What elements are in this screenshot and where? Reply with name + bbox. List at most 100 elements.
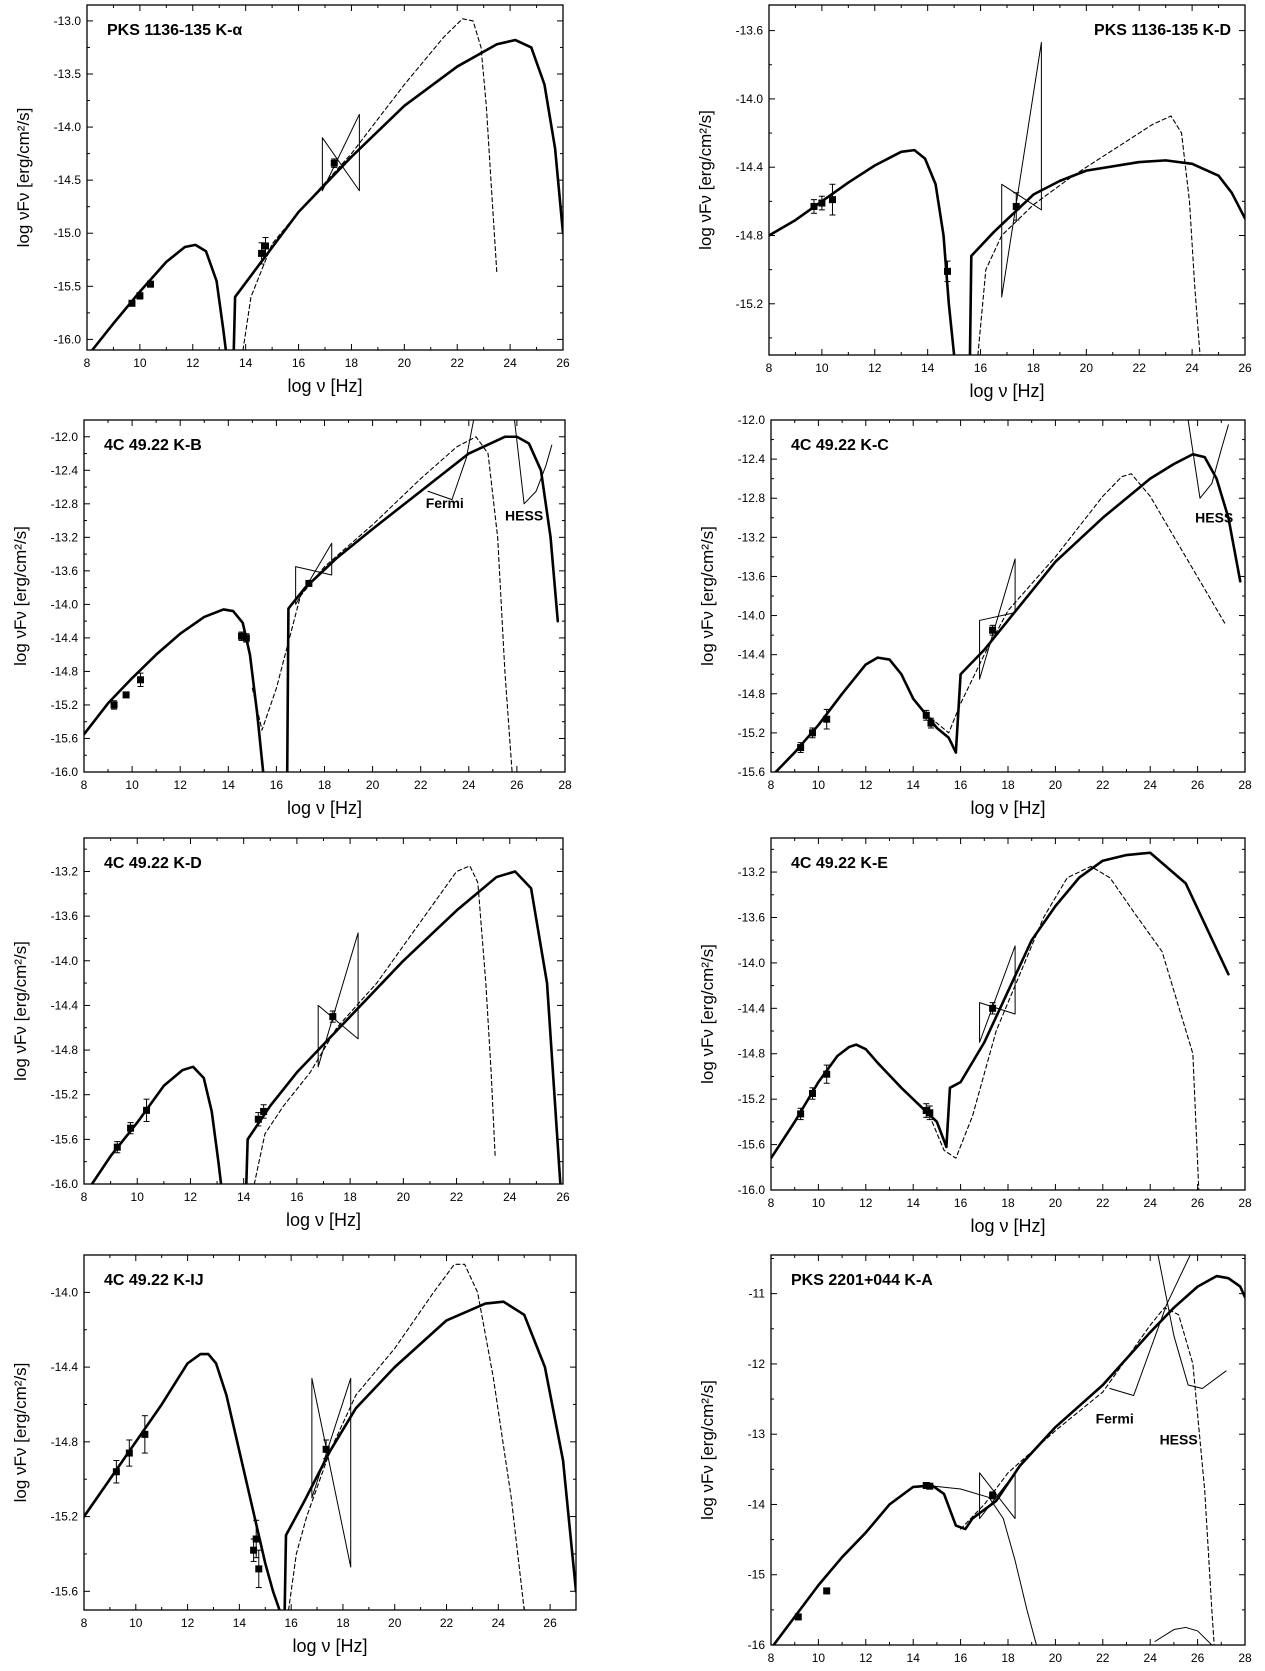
xray-bowtie — [979, 558, 1016, 680]
chart-title: 4C 49.22 K-E — [791, 855, 888, 872]
plot-frame — [770, 1254, 1246, 1646]
y-tick-label: -13.6 — [738, 569, 766, 583]
y-tick-label: -16.0 — [738, 1183, 766, 1197]
x-tick-label: 28 — [1238, 778, 1252, 792]
annotation-label: Fermi — [1096, 1411, 1134, 1427]
xray-bowtie — [321, 113, 360, 192]
annotation-label: HESS — [505, 508, 543, 524]
data-point — [125, 1449, 133, 1457]
data-point — [927, 719, 935, 727]
plot-frame — [83, 837, 564, 1185]
y-tick-label: -16.0 — [51, 1177, 79, 1191]
x-tick-label: 22 — [1096, 1651, 1110, 1665]
data-point — [112, 1468, 120, 1476]
y-tick-label: -14.0 — [51, 1285, 79, 1299]
x-tick-label: 18 — [1001, 778, 1015, 792]
x-tick-label: 24 — [462, 778, 476, 792]
y-tick-label: -15.2 — [738, 1092, 766, 1106]
x-tick-label: 18 — [318, 778, 332, 792]
model-curve-dashed — [977, 115, 1201, 355]
x-tick-label: 18 — [345, 356, 359, 370]
y-tick-label: -15.0 — [54, 226, 82, 240]
x-tick-label: 28 — [1238, 1651, 1252, 1665]
data-point — [808, 1089, 816, 1097]
y-tick-label: -14.4 — [736, 160, 764, 174]
instrument-sensitivity-line — [513, 420, 553, 505]
data-point — [1012, 202, 1020, 210]
y-tick-label: -14.4 — [738, 648, 766, 662]
y-tick-label: -14.0 — [738, 956, 766, 970]
y-axis-label: log νFν [erg/cm²/s] — [698, 1380, 717, 1520]
x-tick-label: 24 — [1185, 361, 1199, 375]
y-tick-label: -14.8 — [736, 228, 764, 242]
x-tick-label: 10 — [812, 1651, 826, 1665]
data-point — [922, 711, 930, 719]
x-axis-label: log ν [Hz] — [969, 381, 1044, 401]
y-tick-label: -14.4 — [51, 1360, 79, 1374]
y-tick-label: -15.6 — [738, 1138, 766, 1152]
data-point — [252, 1535, 260, 1543]
y-tick-label: -14.8 — [51, 1435, 79, 1449]
y-tick-label: -15.2 — [51, 698, 79, 712]
y-axis-label: log νFν [erg/cm²/s] — [11, 1363, 30, 1503]
data-point — [260, 1107, 268, 1115]
plot-frame — [83, 419, 566, 773]
y-tick-label: -14.4 — [51, 998, 79, 1012]
model-curve — [772, 1484, 974, 1645]
y-tick-label: -16 — [748, 1638, 766, 1652]
plot-frame — [770, 837, 1246, 1191]
chart-panel: 8 10 12 14 16 18 20 22 24 26 -15.6 -15.2 -14.8 -14.4 -… — [11, 1254, 577, 1656]
data-point — [122, 691, 130, 699]
y-tick-label: -15.6 — [51, 1584, 79, 1598]
chart-panel: 8 10 12 14 16 18 20 22 24 26 28 -15.6 -15.2 -14.8 -14.… — [698, 413, 1252, 818]
x-tick-label: 14 — [921, 361, 935, 375]
annotation-label: Fermi — [426, 495, 464, 511]
data-point — [797, 1110, 805, 1118]
data-point — [127, 1124, 135, 1132]
chart-title: PKS 2201+044 K-A — [791, 1272, 933, 1289]
x-tick-label: 20 — [1049, 1196, 1063, 1210]
x-tick-label: 26 — [1191, 1196, 1205, 1210]
y-tick-label: -14.5 — [54, 173, 82, 187]
model-curve — [773, 656, 958, 772]
data-point — [143, 1106, 151, 1114]
model-curve — [945, 851, 1230, 1149]
y-tick-label: -12.0 — [51, 430, 79, 444]
data-point — [944, 267, 951, 275]
data-point — [926, 1482, 934, 1490]
data-point — [794, 1613, 802, 1621]
y-tick-label: -14.8 — [51, 664, 79, 678]
model-curve-dashed — [251, 436, 513, 772]
y-tick-label: -14.0 — [51, 597, 79, 611]
data-point — [238, 632, 246, 640]
y-tick-label: -12.4 — [738, 452, 766, 466]
x-tick-label: 14 — [907, 1651, 921, 1665]
model-curve — [90, 1065, 223, 1184]
model-curve-dashed — [924, 473, 1227, 734]
x-tick-label: 26 — [1191, 1651, 1205, 1665]
data-point — [926, 1109, 934, 1117]
data-point — [808, 729, 816, 737]
y-tick-label: -15.6 — [51, 1132, 79, 1146]
instrument-sensitivity-line — [427, 420, 475, 501]
instrument-sensitivity-line — [1157, 1255, 1227, 1390]
x-tick-label: 10 — [815, 361, 829, 375]
x-tick-label: 20 — [397, 1190, 411, 1204]
data-point — [255, 1565, 263, 1573]
x-tick-label: 22 — [1096, 778, 1110, 792]
y-tick-label: -12.8 — [738, 491, 766, 505]
y-tick-label: -15.2 — [51, 1510, 79, 1524]
x-tick-label: 16 — [954, 1196, 968, 1210]
plot-frame — [768, 4, 1246, 356]
x-tick-label: 20 — [398, 356, 412, 370]
x-tick-label: 14 — [237, 1190, 251, 1204]
data-point — [810, 202, 818, 210]
y-tick-label: -15.5 — [54, 279, 82, 293]
x-tick-label: 10 — [129, 1616, 143, 1630]
x-tick-label: 12 — [186, 356, 200, 370]
y-tick-label: -15.2 — [738, 726, 766, 740]
y-axis-label: log νFν [erg/cm²/s] — [696, 110, 715, 250]
data-point — [922, 1107, 930, 1115]
x-tick-label: 16 — [284, 1616, 298, 1630]
